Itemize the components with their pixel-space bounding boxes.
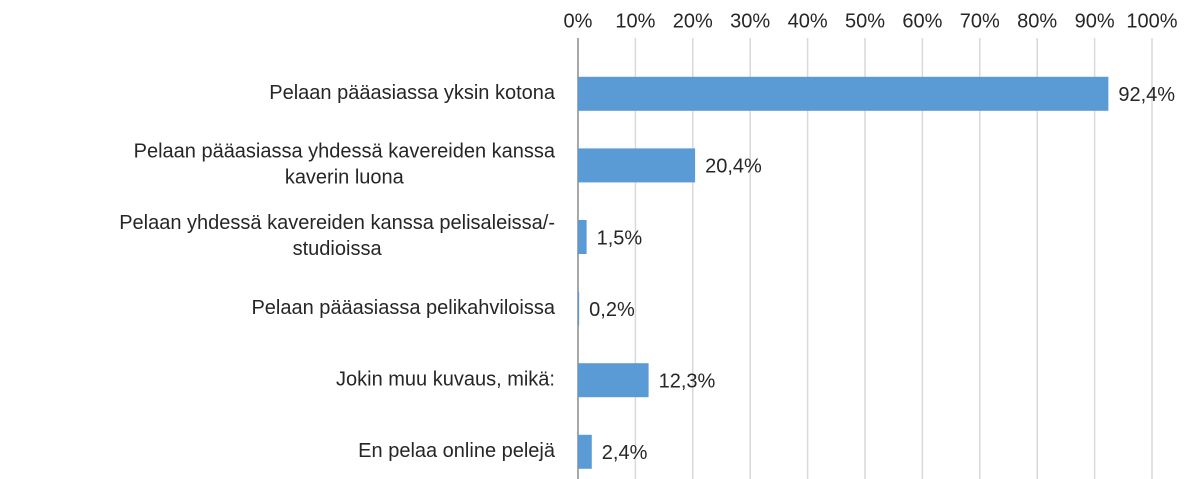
- x-tick-label: 30%: [730, 10, 770, 32]
- bar: [578, 434, 592, 469]
- bar: [578, 76, 1109, 111]
- bar: [578, 220, 587, 254]
- data-label: 12,3%: [659, 370, 716, 392]
- x-tick-label: 20%: [673, 10, 713, 32]
- y-tick-label: Pelaan pääasiassa pelikahviloissa: [251, 297, 555, 319]
- x-tick-label: 80%: [1017, 10, 1057, 32]
- x-tick-label: 60%: [902, 10, 942, 32]
- x-tick-label: 10%: [615, 10, 655, 32]
- y-tick-label: En pelaa online pelejä: [358, 440, 556, 462]
- bar: [578, 363, 649, 398]
- x-tick-label: 40%: [788, 10, 828, 32]
- y-tick-label: Jokin muu kuvaus, mikä:: [336, 368, 555, 390]
- x-tick-label: 50%: [845, 10, 885, 32]
- data-label: 92,4%: [1118, 84, 1175, 106]
- y-tick-label: Pelaan pääasiassa yhdessä kavereiden kan…: [134, 141, 556, 189]
- data-label: 20,4%: [705, 156, 762, 178]
- x-tick-label: 70%: [960, 10, 1000, 32]
- bar: [578, 291, 580, 326]
- data-label: 1,5%: [597, 227, 643, 249]
- x-tick-label: 100%: [1126, 10, 1177, 32]
- x-tick-label: 0%: [564, 10, 593, 32]
- y-tick-label: Pelaan yhdessä kavereiden kanssa pelisal…: [119, 212, 555, 260]
- y-tick-label: Pelaan pääasiassa yksin kotona: [269, 82, 556, 104]
- data-label: 0,2%: [589, 299, 635, 321]
- data-label: 2,4%: [602, 442, 648, 464]
- bar: [578, 148, 696, 183]
- x-tick-label: 90%: [1075, 10, 1115, 32]
